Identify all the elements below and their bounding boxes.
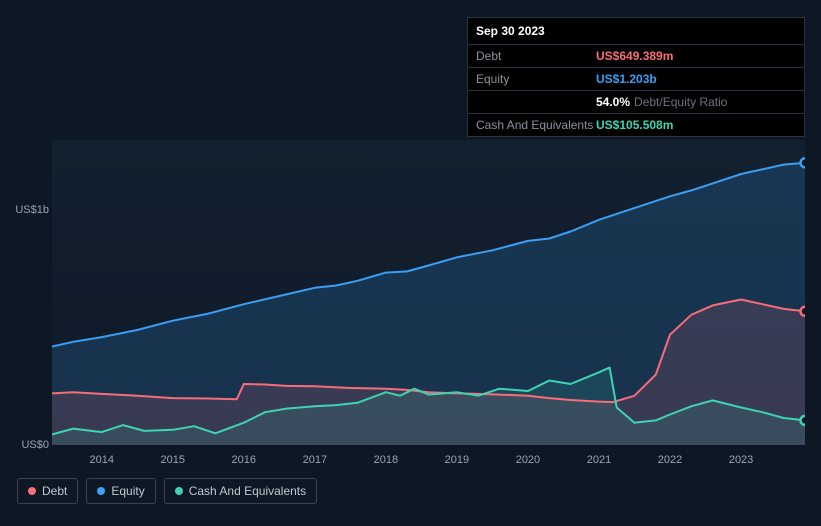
legend-label: Cash And Equivalents — [189, 484, 306, 498]
tooltip-row-ratio: 54.0% Debt/Equity Ratio — [468, 91, 804, 114]
marker-equity[interactable] — [801, 158, 806, 167]
tooltip-debt-value: US$649.389m — [596, 49, 673, 63]
tooltip-panel: Sep 30 2023 Debt US$649.389m Equity US$1… — [467, 17, 805, 137]
tooltip-ratio-label: Debt/Equity Ratio — [634, 95, 727, 109]
legend-item-cash[interactable]: Cash And Equivalents — [164, 478, 317, 504]
x-axis: 2014 2015 2016 2017 2018 2019 2020 2021 2022 2023 — [52, 450, 805, 470]
marker-cash[interactable] — [801, 416, 806, 425]
x-axis-label: 2023 — [729, 454, 753, 466]
x-axis-label: 2016 — [232, 454, 256, 466]
legend: Debt Equity Cash And Equivalents — [17, 478, 317, 504]
x-axis-label: 2017 — [303, 454, 327, 466]
legend-item-equity[interactable]: Equity — [86, 478, 155, 504]
equity-dot-icon — [97, 487, 105, 495]
x-axis-label: 2018 — [374, 454, 398, 466]
x-axis-label: 2019 — [445, 454, 469, 466]
x-axis-label: 2021 — [587, 454, 611, 466]
y-axis-label: US$1b — [15, 204, 49, 216]
legend-item-debt[interactable]: Debt — [17, 478, 78, 504]
cash-dot-icon — [175, 487, 183, 495]
tooltip-cash-value: US$105.508m — [596, 118, 673, 132]
x-axis-label: 2020 — [516, 454, 540, 466]
tooltip-cash-label: Cash And Equivalents — [476, 118, 596, 132]
tooltip-date: Sep 30 2023 — [468, 18, 804, 45]
y-axis-label: US$0 — [21, 439, 49, 451]
tooltip-row-cash: Cash And Equivalents US$105.508m — [468, 114, 804, 136]
tooltip-row-equity: Equity US$1.203b — [468, 68, 804, 91]
marker-debt[interactable] — [801, 307, 806, 316]
chart-container: US$1bUS$0 201420152016201720182019202020… — [17, 125, 805, 505]
debt-dot-icon — [28, 487, 36, 495]
tooltip-ratio-pct: 54.0% — [596, 95, 630, 109]
legend-label: Debt — [42, 484, 67, 498]
y-axis: US$1bUS$0 — [17, 125, 52, 435]
tooltip-equity-label: Equity — [476, 72, 596, 86]
x-axis-label: 2015 — [161, 454, 185, 466]
chart-svg — [52, 140, 805, 445]
x-axis-label: 2022 — [658, 454, 682, 466]
legend-label: Equity — [111, 484, 144, 498]
tooltip-debt-label: Debt — [476, 49, 596, 63]
tooltip-equity-value: US$1.203b — [596, 72, 657, 86]
x-axis-label: 2014 — [89, 454, 113, 466]
tooltip-row-debt: Debt US$649.389m — [468, 45, 804, 68]
chart-plot-area[interactable] — [52, 140, 805, 445]
